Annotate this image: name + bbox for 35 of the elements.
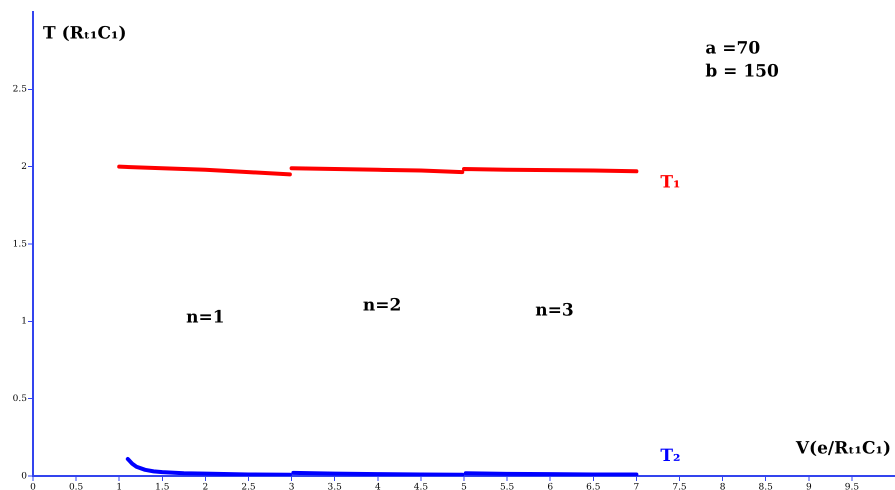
x-tick-label: 1 [116,482,122,490]
x-tick-label: 4.5 [414,482,428,490]
y-tick-label: 1 [21,316,27,327]
y-axis-title: T (Rₜ₁C₁) [43,23,127,44]
x-tick-label: 0.5 [68,482,84,490]
y-tick-label: 0 [21,471,28,482]
x-tick-label: 7.5 [672,482,687,490]
y-tick-label: 0.5 [12,394,28,404]
x-tick-label: 1.5 [155,482,170,490]
annotation: a =70 [705,38,760,59]
series-label: T₁ [660,172,681,193]
annotation: b = 150 [705,62,779,82]
x-tick-label: 9 [806,482,812,490]
x-tick-label: 4 [374,482,381,490]
annotation: n=3 [535,300,574,321]
x-tick-label: 2.5 [241,482,256,490]
x-axis-title: V(e/Rₜ₁C₁) [794,438,891,458]
x-tick-label: 9.5 [844,482,860,490]
series-label: T₂ [660,446,681,466]
x-tick-label: 8.5 [758,482,774,490]
x-tick-label: 6.5 [586,482,601,490]
annotation: n=2 [362,296,402,316]
x-tick-label: 7 [634,482,640,490]
x-tick-label: 5 [461,482,468,490]
y-tick-label: 1.5 [12,239,28,250]
y-tick-label: 2 [21,162,27,172]
x-tick-label: 0 [30,482,36,490]
y-tick-label: 2.5 [12,84,28,95]
x-tick-label: 2 [202,482,208,490]
x-tick-label: 3.5 [328,482,342,490]
annotation: n=1 [186,308,225,328]
x-tick-label: 5.5 [500,482,515,490]
x-tick-label: 6 [547,482,554,490]
x-tick-label: 8 [720,482,726,490]
x-tick-label: 3 [288,482,295,490]
